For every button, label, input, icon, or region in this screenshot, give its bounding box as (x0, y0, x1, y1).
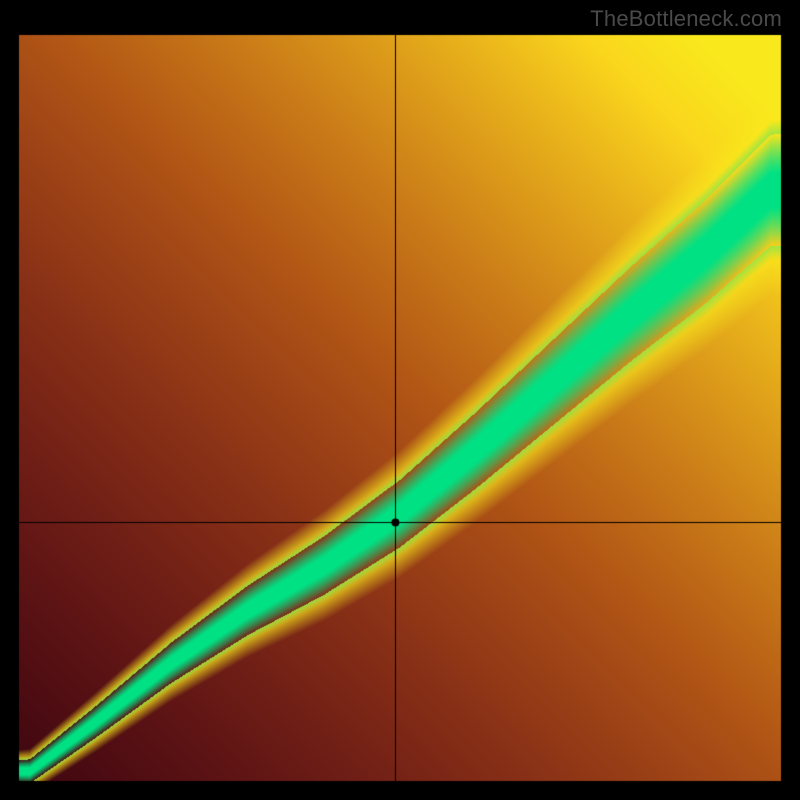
bottleneck-heatmap-canvas (0, 0, 800, 800)
watermark-text: TheBottleneck.com (590, 6, 782, 32)
chart-container: TheBottleneck.com (0, 0, 800, 800)
